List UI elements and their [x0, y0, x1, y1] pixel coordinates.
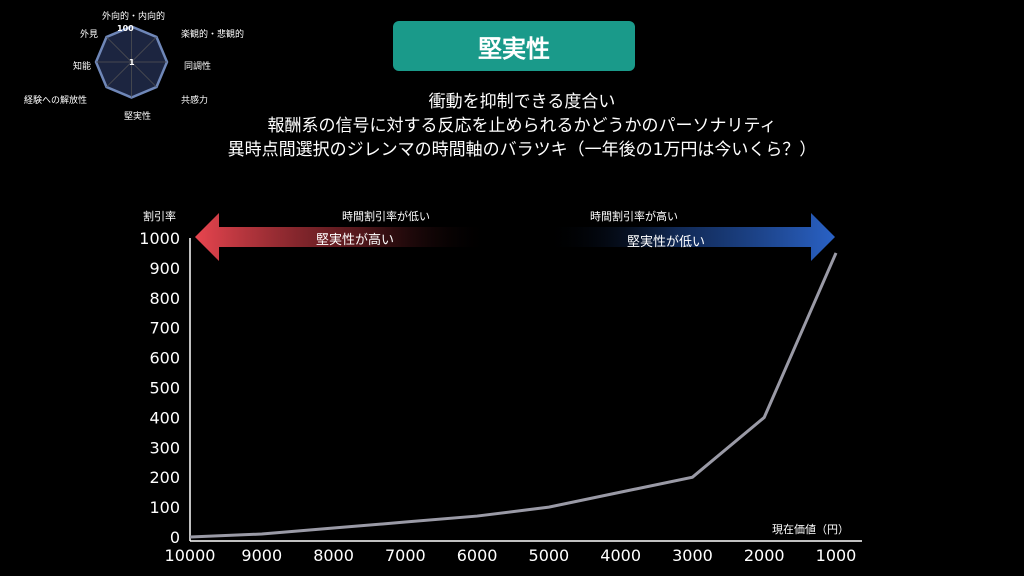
arrow-left-big-label: 堅実性が高い — [316, 233, 395, 248]
radar-max-label: 100 — [117, 24, 134, 33]
y-tick-label: 700 — [149, 319, 180, 338]
x-tick-label: 7000 — [385, 546, 426, 565]
arrow-left — [195, 213, 490, 261]
arrow-left-small-label: 時間割引率が低い — [342, 210, 430, 223]
y-tick-label: 1000 — [139, 229, 180, 248]
x-tick-label: 2000 — [744, 546, 785, 565]
description-line: 報酬系の信号に対する反応を止められるかどうかのパーソナリティ — [267, 116, 777, 136]
y-tick-label: 300 — [149, 438, 180, 457]
radar-octagon — [94, 25, 169, 99]
x-axis-title: 現在価値（円） — [772, 523, 849, 536]
x-tick-label: 6000 — [457, 546, 498, 565]
radar-label: 堅実性 — [124, 112, 152, 122]
arrow-right-small-label: 時間割引率が高い — [590, 210, 678, 223]
x-tick-label: 1000 — [816, 546, 857, 565]
radar-label: 外見 — [80, 30, 99, 40]
x-tick-label: 3000 — [672, 546, 713, 565]
radar-label: 外向的・内向的 — [102, 12, 166, 22]
y-tick-label: 600 — [149, 349, 180, 368]
x-tick-label: 8000 — [313, 546, 354, 565]
y-tick-label: 400 — [149, 408, 180, 427]
y-tick-label: 0 — [170, 528, 180, 547]
arrow-right — [545, 213, 835, 261]
radar-label: 同調性 — [184, 62, 212, 72]
y-tick-label: 100 — [149, 498, 180, 517]
radar-label: 経験への解放性 — [24, 96, 88, 106]
y-tick-label: 800 — [149, 289, 180, 308]
radar-chart: 100 1 外向的・内向的 楽観的・悲観的 同調性 共感力 堅実性 経験への解放… — [0, 0, 300, 130]
x-tick-label: 9000 — [241, 546, 282, 565]
radar-label: 共感力 — [181, 96, 209, 106]
x-tick-label: 4000 — [600, 546, 641, 565]
description-line: 衝動を抑制できる度合い — [428, 92, 616, 112]
description-block: 衝動を抑制できる度合い 報酬系の信号に対する反応を止められるかどうかのパーソナリ… — [0, 90, 1024, 162]
y-tick-label: 500 — [149, 379, 180, 398]
y-axis-title: 割引率 — [143, 210, 176, 223]
radar-min-label: 1 — [129, 58, 135, 67]
description-line: 異時点間選択のジレンマの時間軸のバラツキ（一年後の1万円は今いくら？） — [227, 140, 817, 160]
x-tick-label: 10000 — [165, 546, 216, 565]
y-tick-label: 200 — [149, 468, 180, 487]
radar-label: 知能 — [73, 62, 92, 72]
slide-title: 堅実性 — [393, 21, 635, 71]
arrow-right-big-label: 堅実性が低い — [627, 235, 706, 250]
x-tick-label: 5000 — [529, 546, 570, 565]
radar-label: 楽観的・悲観的 — [181, 30, 245, 40]
series-line — [189, 252, 838, 539]
y-tick-label: 900 — [149, 259, 180, 278]
